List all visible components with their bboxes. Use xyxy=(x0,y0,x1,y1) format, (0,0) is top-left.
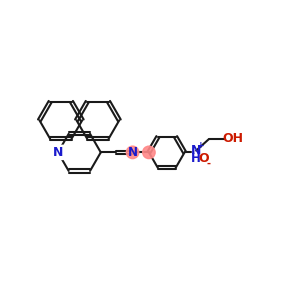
Text: N: N xyxy=(53,146,63,159)
Text: -: - xyxy=(207,159,211,169)
Circle shape xyxy=(126,146,139,159)
Text: H: H xyxy=(191,152,201,165)
Text: OH: OH xyxy=(223,132,244,145)
Text: N: N xyxy=(191,144,201,157)
Text: +: + xyxy=(197,141,204,150)
Text: O: O xyxy=(198,152,209,165)
Text: N: N xyxy=(128,146,138,159)
Circle shape xyxy=(143,146,155,159)
